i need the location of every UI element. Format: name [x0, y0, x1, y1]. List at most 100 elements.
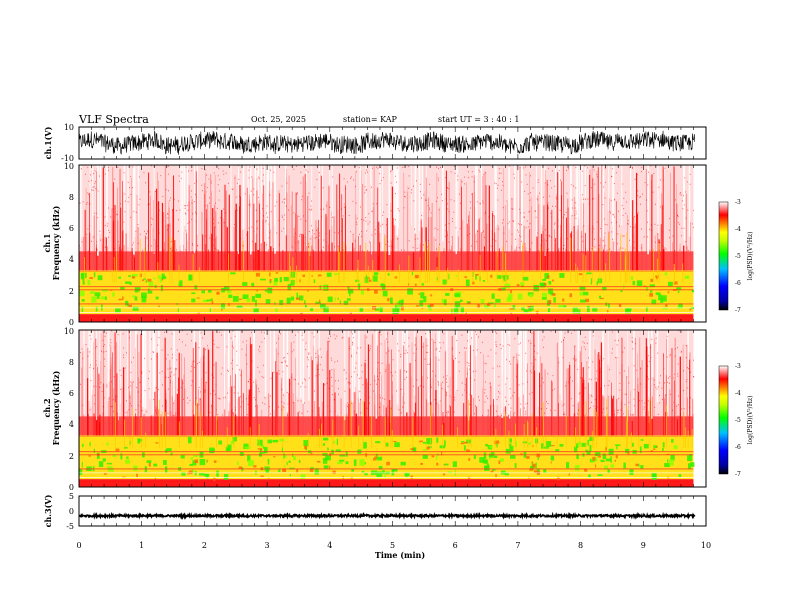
spec-red-speck — [682, 208, 684, 210]
spec-red-speck — [559, 209, 561, 212]
spec-red-speck — [162, 384, 163, 386]
spec-red-speck — [396, 390, 398, 392]
spec-green-patch — [244, 446, 251, 449]
spec-red-speck — [619, 382, 621, 385]
spec-red-speck — [466, 340, 468, 342]
spec-red-speck — [687, 367, 689, 369]
spec-green-patch — [585, 449, 588, 453]
spec-red-speck — [469, 403, 471, 405]
spec-red-speck — [218, 222, 220, 224]
spec-red-speck — [617, 409, 619, 411]
spec-green-patch — [255, 299, 257, 307]
spec-green-patch — [279, 300, 284, 306]
spec-red-speck — [631, 337, 633, 339]
spec-red-speck — [90, 338, 92, 340]
spec-red-speck — [612, 238, 614, 241]
spec-green-patch — [385, 442, 389, 447]
spec-red-speck — [303, 402, 305, 404]
spec-green-patch — [572, 307, 578, 314]
spec-red-speck — [256, 168, 258, 170]
spec-red-speck — [451, 217, 453, 220]
station-label: station= KAP — [343, 115, 398, 124]
spec-red-speck — [206, 186, 208, 189]
spec-red-speck — [591, 394, 592, 396]
spec-green-patch — [495, 298, 501, 303]
spec-green-patch — [166, 448, 172, 452]
spec-red-speck — [147, 230, 149, 232]
spec-red-speck — [95, 188, 97, 190]
spec-orange-speck — [557, 476, 560, 481]
spec-red-speck — [196, 250, 198, 252]
spec-red-speck — [669, 376, 671, 378]
spec-red-speck — [677, 216, 679, 218]
spec-orange-speck — [532, 463, 536, 468]
spec-red-speck — [361, 231, 362, 233]
spec-red-speck — [92, 189, 94, 191]
spec-red-speck — [249, 203, 251, 205]
spec-red-speck — [351, 356, 353, 358]
spec-orange-speck — [548, 300, 552, 304]
spec-red-speck — [411, 189, 412, 191]
spec-red-speck — [425, 351, 427, 354]
spec-red-speck — [314, 237, 316, 239]
spec-green-patch — [522, 276, 529, 281]
spec-red-speck — [398, 350, 400, 352]
spec-red-speck — [112, 410, 114, 413]
spec-green-patch — [528, 442, 531, 445]
spec-green-patch — [673, 445, 678, 450]
spec-orange-speck — [666, 453, 670, 455]
spec-green-patch — [423, 296, 427, 303]
spec-red-speck — [568, 383, 570, 385]
spec-green-patch — [279, 438, 285, 442]
spec-green-patch — [87, 279, 91, 286]
spec-red-speck — [318, 373, 320, 376]
spec-green-patch — [251, 296, 255, 302]
spec-red-speck — [363, 219, 365, 221]
spec-orange-speck — [228, 303, 230, 307]
spec-red-speck — [461, 181, 463, 183]
spec-red-speck — [611, 331, 613, 333]
spec-red-speck — [210, 393, 211, 395]
spec-red-speck — [111, 381, 112, 383]
spec-red-speck — [691, 223, 693, 225]
spec-red-speck — [633, 405, 635, 407]
spec-green-patch — [576, 453, 579, 460]
spec-red-speck — [611, 222, 613, 224]
spec-red-speck — [110, 406, 112, 408]
spec-green-patch — [361, 470, 365, 473]
spec-red-speck — [196, 405, 198, 407]
spec-red-speck — [438, 384, 439, 386]
spec-red-speck — [250, 190, 252, 192]
spec-red-speck — [593, 197, 594, 200]
spec-green-patch — [541, 292, 548, 298]
spec-red-speck — [117, 334, 119, 336]
spec-red-speck — [126, 352, 127, 354]
spec-red-speck — [223, 208, 225, 210]
spec-red-speck — [618, 339, 619, 342]
spec-red-speck — [191, 202, 193, 204]
spec-green-patch — [131, 295, 136, 298]
spec-red-speck — [213, 343, 215, 345]
spec-red-speck — [290, 376, 292, 378]
spec-red-speck — [690, 371, 691, 373]
spec-green-patch — [107, 466, 113, 470]
spec-green-patch — [485, 458, 487, 465]
spec-red-speck — [495, 344, 497, 346]
spec-red-speck — [192, 243, 193, 245]
spec-green-patch — [345, 461, 349, 465]
spec-red-speck — [526, 220, 528, 222]
ch1-x-ticks — [78, 127, 707, 159]
spec-red-speck — [266, 244, 267, 246]
spec-red-speck — [213, 364, 215, 366]
spec-red-speck — [256, 227, 258, 229]
spec-red-speck — [304, 242, 306, 244]
spec-red-speck — [168, 376, 169, 379]
spec-red-speck — [587, 198, 589, 200]
spec-red-speck — [355, 185, 356, 188]
spec-red-speck — [79, 202, 81, 204]
spec-red-speck — [195, 196, 197, 198]
spec-orange-speck — [510, 289, 512, 294]
spec-red-speck — [552, 374, 554, 377]
spec-orange-speck — [465, 311, 467, 315]
spec-red-speck — [379, 241, 381, 244]
